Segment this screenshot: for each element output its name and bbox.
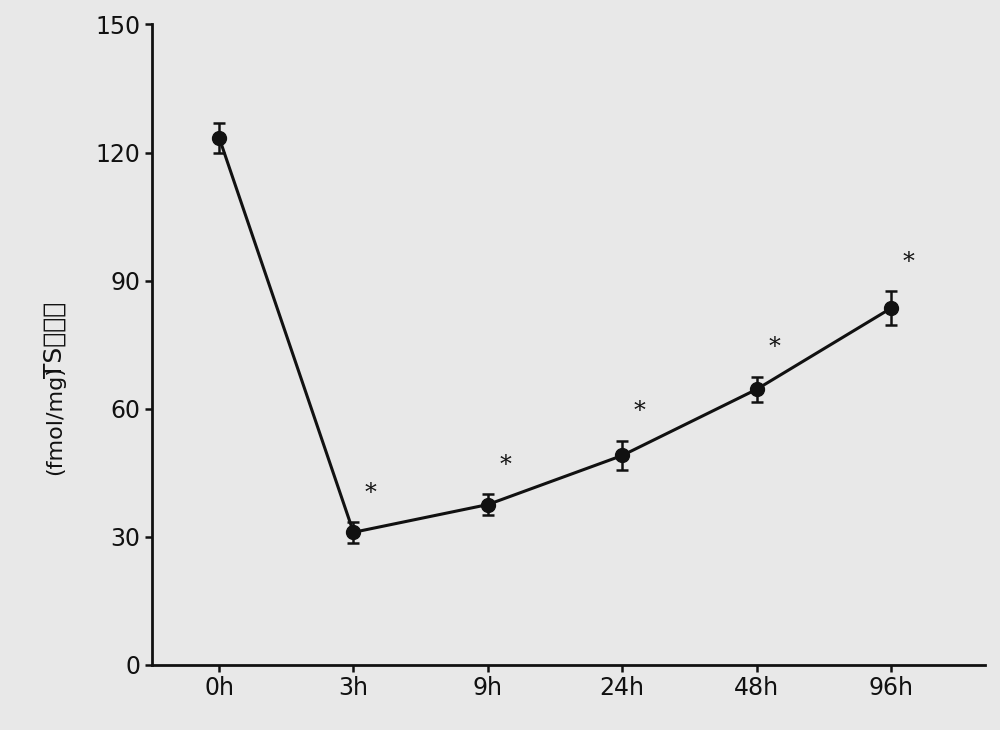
Text: *: * [499, 454, 511, 477]
Text: *: * [902, 251, 914, 274]
Text: (fmol/mg): (fmol/mg) [45, 365, 65, 474]
Text: *: * [634, 401, 646, 423]
Text: TS酶活性: TS酶活性 [43, 301, 67, 377]
Text: *: * [365, 482, 377, 504]
Text: *: * [768, 337, 780, 359]
